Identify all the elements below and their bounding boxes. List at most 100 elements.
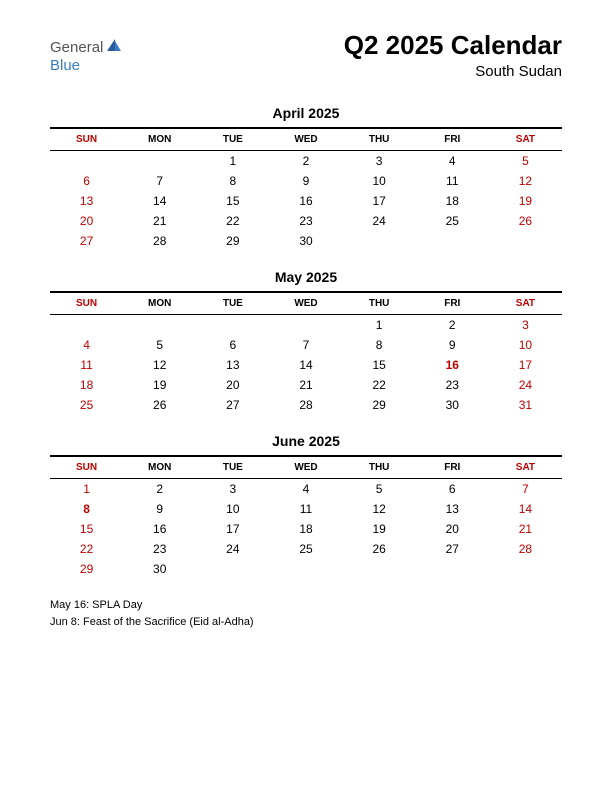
calendar-day: 3 <box>343 151 416 172</box>
calendar-day: 8 <box>50 499 123 519</box>
calendar-day: 1 <box>50 479 123 500</box>
calendar-day: 10 <box>196 499 269 519</box>
calendar-day: 22 <box>50 539 123 559</box>
calendar-day: 5 <box>489 151 562 172</box>
calendar-day: 1 <box>196 151 269 172</box>
calendar-day: 28 <box>123 231 196 251</box>
calendar-table: SUNMONTUEWEDTHUFRISAT1234567891011121314… <box>50 291 562 415</box>
day-header: SUN <box>50 292 123 315</box>
calendar-week: 20212223242526 <box>50 211 562 231</box>
calendar-week: 123 <box>50 315 562 336</box>
calendar-day: 27 <box>416 539 489 559</box>
calendar-day: 12 <box>489 171 562 191</box>
month-block: April 2025SUNMONTUEWEDTHUFRISAT123456789… <box>50 105 562 251</box>
calendar-day <box>196 559 269 579</box>
calendar-day: 8 <box>343 335 416 355</box>
calendar-day: 14 <box>123 191 196 211</box>
calendar-day: 29 <box>50 559 123 579</box>
calendar-day: 20 <box>196 375 269 395</box>
calendar-day: 27 <box>196 395 269 415</box>
day-header: THU <box>343 128 416 151</box>
calendar-day: 19 <box>123 375 196 395</box>
day-header: SAT <box>489 128 562 151</box>
calendar-week: 27282930 <box>50 231 562 251</box>
holiday-item: Jun 8: Feast of the Sacrifice (Eid al-Ad… <box>50 614 562 631</box>
calendar-day <box>123 151 196 172</box>
calendar-day <box>196 315 269 336</box>
calendar-day: 5 <box>123 335 196 355</box>
month-block: June 2025SUNMONTUEWEDTHUFRISAT1234567891… <box>50 433 562 579</box>
day-header: SAT <box>489 456 562 479</box>
calendar-day: 2 <box>416 315 489 336</box>
calendar-day: 21 <box>489 519 562 539</box>
calendar-day: 3 <box>196 479 269 500</box>
calendar-week: 12345 <box>50 151 562 172</box>
calendar-day: 12 <box>123 355 196 375</box>
calendar-day: 24 <box>196 539 269 559</box>
logo-word-2: Blue <box>50 57 80 74</box>
calendar-day: 14 <box>489 499 562 519</box>
calendar-day <box>489 559 562 579</box>
logo-sail-icon <box>105 39 123 56</box>
month-title: May 2025 <box>50 269 562 285</box>
calendar-day: 13 <box>50 191 123 211</box>
day-header: SUN <box>50 128 123 151</box>
calendar-day: 23 <box>416 375 489 395</box>
calendar-day: 11 <box>416 171 489 191</box>
calendar-day: 9 <box>123 499 196 519</box>
logo-text: General Blue <box>50 38 123 75</box>
calendar-day: 2 <box>123 479 196 500</box>
calendar-day: 26 <box>123 395 196 415</box>
calendar-day: 11 <box>269 499 342 519</box>
page-title: Q2 2025 Calendar <box>344 30 562 61</box>
day-header: TUE <box>196 292 269 315</box>
month-block: May 2025SUNMONTUEWEDTHUFRISAT12345678910… <box>50 269 562 415</box>
calendar-day: 13 <box>416 499 489 519</box>
calendar-day: 10 <box>489 335 562 355</box>
calendar-day: 4 <box>416 151 489 172</box>
calendar-day: 12 <box>343 499 416 519</box>
calendar-day: 4 <box>269 479 342 500</box>
calendar-day <box>489 231 562 251</box>
calendar-day: 30 <box>416 395 489 415</box>
calendar-day: 7 <box>489 479 562 500</box>
calendar-day: 25 <box>269 539 342 559</box>
day-header: TUE <box>196 456 269 479</box>
day-header: SAT <box>489 292 562 315</box>
calendar-day: 17 <box>196 519 269 539</box>
day-header: MON <box>123 456 196 479</box>
day-header: FRI <box>416 456 489 479</box>
calendar-table: SUNMONTUEWEDTHUFRISAT1234567891011121314… <box>50 455 562 579</box>
calendar-day: 2 <box>269 151 342 172</box>
calendar-day: 16 <box>269 191 342 211</box>
day-header: FRI <box>416 128 489 151</box>
calendar-day <box>50 151 123 172</box>
calendar-day: 10 <box>343 171 416 191</box>
calendar-day: 6 <box>50 171 123 191</box>
calendar-day <box>416 559 489 579</box>
calendar-day: 23 <box>123 539 196 559</box>
calendar-day: 18 <box>416 191 489 211</box>
day-header: THU <box>343 456 416 479</box>
calendar-day: 13 <box>196 355 269 375</box>
calendar-week: 15161718192021 <box>50 519 562 539</box>
calendar-week: 45678910 <box>50 335 562 355</box>
calendar-week: 22232425262728 <box>50 539 562 559</box>
day-header: SUN <box>50 456 123 479</box>
page-subtitle: South Sudan <box>344 63 562 80</box>
calendar-day: 15 <box>343 355 416 375</box>
calendar-day <box>343 231 416 251</box>
calendar-day: 22 <box>343 375 416 395</box>
calendar-day: 27 <box>50 231 123 251</box>
calendar-week: 18192021222324 <box>50 375 562 395</box>
day-header: WED <box>269 128 342 151</box>
calendar-day: 26 <box>343 539 416 559</box>
calendar-day: 4 <box>50 335 123 355</box>
calendar-week: 1234567 <box>50 479 562 500</box>
calendar-day: 7 <box>269 335 342 355</box>
calendar-table: SUNMONTUEWEDTHUFRISAT1234567891011121314… <box>50 127 562 251</box>
calendars-container: April 2025SUNMONTUEWEDTHUFRISAT123456789… <box>50 105 562 579</box>
calendar-day <box>343 559 416 579</box>
calendar-day <box>269 559 342 579</box>
calendar-day: 19 <box>343 519 416 539</box>
